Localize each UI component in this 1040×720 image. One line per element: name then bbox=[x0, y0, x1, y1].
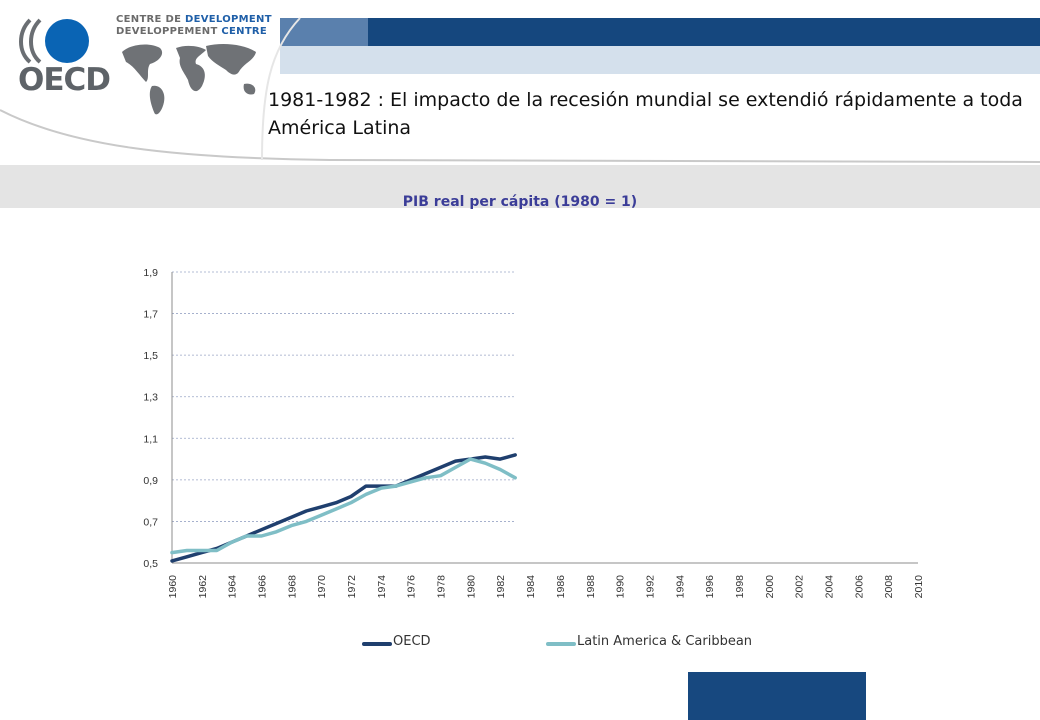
x-tick-label: 2010 bbox=[913, 575, 925, 599]
x-tick-label: 1986 bbox=[555, 575, 567, 599]
x-tick-label: 1972 bbox=[346, 575, 358, 599]
y-tick-label: 1,9 bbox=[143, 267, 158, 279]
footer-accent-block bbox=[688, 672, 866, 720]
x-tick-label: 1960 bbox=[167, 575, 179, 599]
legend-label-latin-america: Latin America & Caribbean bbox=[577, 634, 753, 649]
x-tick-label: 2002 bbox=[794, 575, 806, 599]
x-tick-label: 1968 bbox=[286, 575, 298, 599]
y-tick-label: 1,1 bbox=[143, 433, 158, 445]
legend-swatch-latin-america bbox=[546, 642, 576, 646]
x-tick-label: 1990 bbox=[615, 575, 627, 599]
legend-swatch-oecd bbox=[362, 642, 392, 646]
x-tick-label: 2008 bbox=[883, 575, 895, 599]
x-tick-label: 1982 bbox=[495, 575, 507, 599]
oecd-logo-mark bbox=[19, 18, 89, 64]
x-tick-label: 1992 bbox=[644, 575, 656, 599]
x-tick-label: 1962 bbox=[197, 575, 209, 599]
x-tick-label: 2006 bbox=[853, 575, 865, 599]
development-centre-label-2: DEVELOPPEMENT CENTRE bbox=[116, 26, 268, 37]
chart-title: PIB real per cápita (1980 = 1) bbox=[402, 194, 638, 210]
x-tick-label: 1996 bbox=[704, 575, 716, 599]
world-map-image bbox=[122, 44, 256, 115]
x-tick-label: 1974 bbox=[376, 575, 388, 599]
y-tick-label: 1,5 bbox=[143, 350, 158, 362]
oecd-logo-wordmark: OECD bbox=[18, 62, 111, 98]
header-banner bbox=[0, 0, 1040, 170]
x-tick-label: 1978 bbox=[436, 575, 448, 599]
x-tick-label: 1976 bbox=[406, 575, 418, 599]
x-tick-label: 1966 bbox=[257, 575, 269, 599]
development-centre-label: CENTRE DE DEVELOPMENT bbox=[116, 14, 272, 25]
x-tick-label: 1980 bbox=[465, 575, 477, 599]
grey-band bbox=[0, 165, 1040, 208]
x-tick-label: 1970 bbox=[316, 575, 328, 599]
x-tick-label: 1984 bbox=[525, 575, 537, 599]
y-tick-label: 0,9 bbox=[143, 475, 158, 487]
y-tick-label: 1,7 bbox=[143, 309, 158, 321]
x-tick-label: 1994 bbox=[674, 575, 686, 599]
x-tick-label: 2004 bbox=[823, 575, 835, 599]
legend-label-oecd: OECD bbox=[393, 634, 431, 649]
y-tick-label: 1,3 bbox=[143, 392, 158, 404]
y-tick-label: 0,7 bbox=[143, 516, 158, 528]
slide-title: 1981-1982 : El impacto de la recesión mu… bbox=[268, 89, 1023, 139]
x-tick-label: 1964 bbox=[227, 575, 239, 599]
x-tick-label: 2000 bbox=[764, 575, 776, 599]
x-tick-label: 1988 bbox=[585, 575, 597, 599]
series-line-latin-america bbox=[170, 457, 517, 555]
y-tick-label: 0,5 bbox=[143, 558, 158, 570]
x-tick-label: 1998 bbox=[734, 575, 746, 599]
